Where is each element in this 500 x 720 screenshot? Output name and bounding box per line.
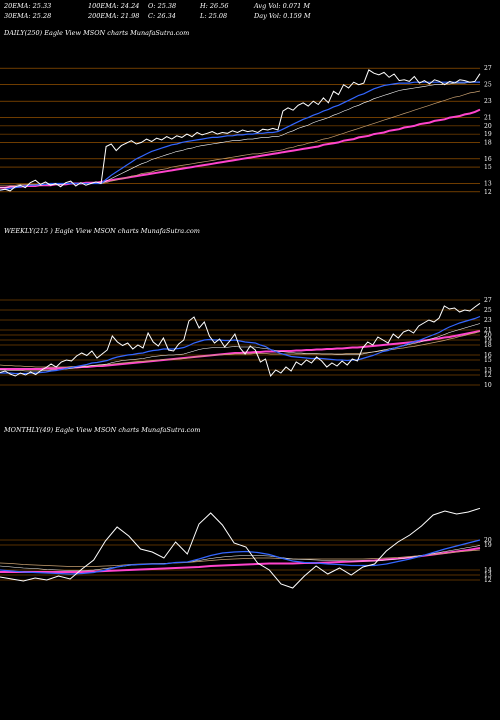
daily-ytick-label: 20 — [484, 123, 492, 130]
header-ema20: 20EMA: 25.33 — [4, 2, 52, 10]
header-ema30: 30EMA: 25.28 — [4, 12, 52, 20]
weekly-ytick-label: 12 — [484, 372, 492, 379]
header-ema200: 200EMA: 21.98 — [88, 12, 140, 20]
daily-ema-slow-line — [0, 90, 481, 186]
weekly-panel-title: WEEKLY(215 ) Eagle View MSON charts Muna… — [4, 227, 200, 235]
weekly-ema-fast-line — [0, 315, 481, 375]
daily-ema-200-line — [0, 108, 481, 189]
daily-ytick-label: 13 — [484, 181, 492, 188]
weekly-price-line — [0, 302, 481, 378]
weekly-ytick-label: 23 — [484, 317, 492, 324]
daily-ema-fast-line — [0, 81, 481, 191]
weekly-ytick-label: 15 — [484, 357, 492, 364]
weekly-ema-200-line — [0, 330, 481, 370]
header-close: C: 26.34 — [148, 12, 176, 20]
daily-ytick-label: 18 — [484, 139, 492, 146]
monthly-ytick-label: 19 — [484, 542, 492, 549]
monthly-ema-fast-line — [0, 539, 481, 575]
header-open: O: 25.38 — [148, 2, 177, 10]
monthly-panel-title: MONTHLY(49) Eagle View MSON charts Munaf… — [4, 426, 201, 434]
daily-ytick-label: 15 — [484, 164, 492, 171]
daily-ytick-label: 19 — [484, 131, 492, 138]
header-dayvol: Day Vol: 0.159 M — [254, 12, 311, 20]
weekly-ytick-label: 21 — [484, 327, 492, 334]
weekly-ytick-label: 16 — [484, 352, 492, 359]
monthly-ytick-label: 12 — [484, 577, 492, 584]
daily-panel-title: DAILY(250) Eagle View MSON charts Munafa… — [4, 29, 190, 37]
monthly-ytick-label: 20 — [484, 537, 492, 544]
monthly-ytick-label: 13 — [484, 572, 492, 579]
daily-ytick-label: 21 — [484, 115, 492, 122]
daily-price-line — [0, 69, 481, 192]
monthly-ema-slow-line — [0, 549, 481, 567]
weekly-ema-slow-line — [0, 331, 481, 368]
weekly-ytick-label: 27 — [484, 297, 492, 304]
weekly-ytick-label: 13 — [484, 367, 492, 374]
daily-ytick-label: 16 — [484, 156, 492, 163]
monthly-ema-200-line — [0, 547, 481, 573]
header-ema100: 100EMA: 24.24 — [88, 2, 140, 10]
daily-ytick-label: 23 — [484, 98, 492, 105]
weekly-ytick-label: 19 — [484, 337, 492, 344]
header-low: L: 25.08 — [200, 12, 228, 20]
monthly-ytick-label: 14 — [484, 567, 492, 574]
header-high: H: 26.56 — [200, 2, 229, 10]
weekly-ytick-label: 25 — [484, 307, 492, 314]
weekly-ytick-label: 10 — [484, 382, 492, 389]
daily-ytick-label: 25 — [484, 82, 492, 89]
daily-ytick-label: 12 — [484, 189, 492, 196]
weekly-ytick-label: 18 — [484, 342, 492, 349]
header-avgvol: Avg Vol: 0.071 M — [254, 2, 311, 10]
weekly-ytick-label: 20 — [484, 332, 492, 339]
monthly-price-line — [0, 507, 481, 589]
daily-ytick-label: 27 — [484, 65, 492, 72]
